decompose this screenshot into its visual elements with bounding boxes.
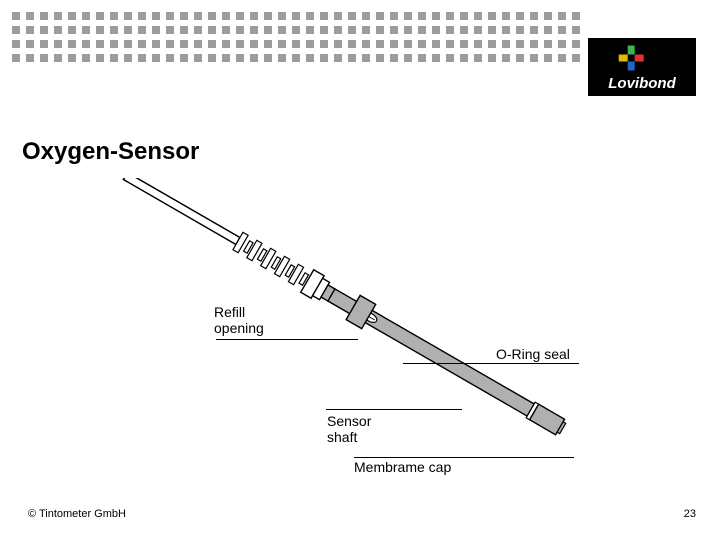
leader-refill xyxy=(216,339,358,340)
label-refill-opening: Refill opening xyxy=(214,304,264,336)
label-shaft-line2: shaft xyxy=(327,429,371,445)
label-oring-seal: O-Ring seal xyxy=(496,346,570,362)
label-refill-line2: opening xyxy=(214,320,264,336)
brand-logo: Lovibond xyxy=(588,38,696,96)
page-title: Oxygen-Sensor xyxy=(22,138,199,166)
sensor-diagram xyxy=(100,178,620,498)
footer-copyright: © Tintometer GmbH xyxy=(28,508,126,520)
svg-text:Lovibond: Lovibond xyxy=(608,75,676,92)
slide: Lovibond Oxygen-Sensor Refill opening O-… xyxy=(0,0,720,540)
label-refill-line1: Refill xyxy=(214,304,264,320)
leader-oring xyxy=(403,363,579,364)
label-membrane-cap: Membrame cap xyxy=(354,459,451,475)
leader-membrane xyxy=(354,457,574,458)
label-shaft-line1: Sensor xyxy=(327,413,371,429)
footer-page-number: 23 xyxy=(684,508,696,520)
label-sensor-shaft: Sensor shaft xyxy=(327,413,371,445)
leader-shaft xyxy=(326,409,462,410)
